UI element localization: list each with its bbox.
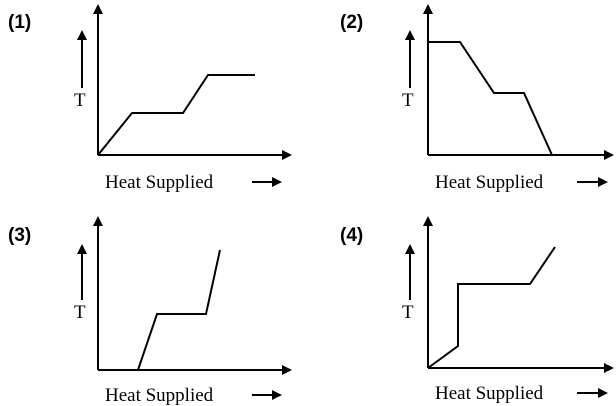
panel-label: (2) [340, 12, 363, 33]
curve [428, 41, 553, 156]
y-label: T [74, 302, 86, 323]
x-label: Heat Supplied [105, 172, 214, 193]
curve [97, 74, 255, 156]
panel: (4) T Heat Supplied [340, 216, 614, 404]
panel-label: (3) [8, 225, 31, 246]
y-label: T [74, 90, 86, 111]
x-label: Heat Supplied [435, 383, 544, 404]
panel: (2) T Heat Supplied [340, 4, 614, 193]
curve [427, 246, 556, 369]
y-label: T [402, 90, 414, 111]
panel-label: (4) [340, 225, 363, 246]
panel-label: (1) [8, 12, 31, 33]
x-label: Heat Supplied [105, 385, 214, 406]
curve [98, 249, 221, 371]
y-label: T [402, 302, 414, 323]
panel: (1) T Heat Supplied [8, 4, 292, 193]
panel: (3) T Heat Supplied [8, 216, 292, 406]
x-label: Heat Supplied [435, 172, 544, 193]
